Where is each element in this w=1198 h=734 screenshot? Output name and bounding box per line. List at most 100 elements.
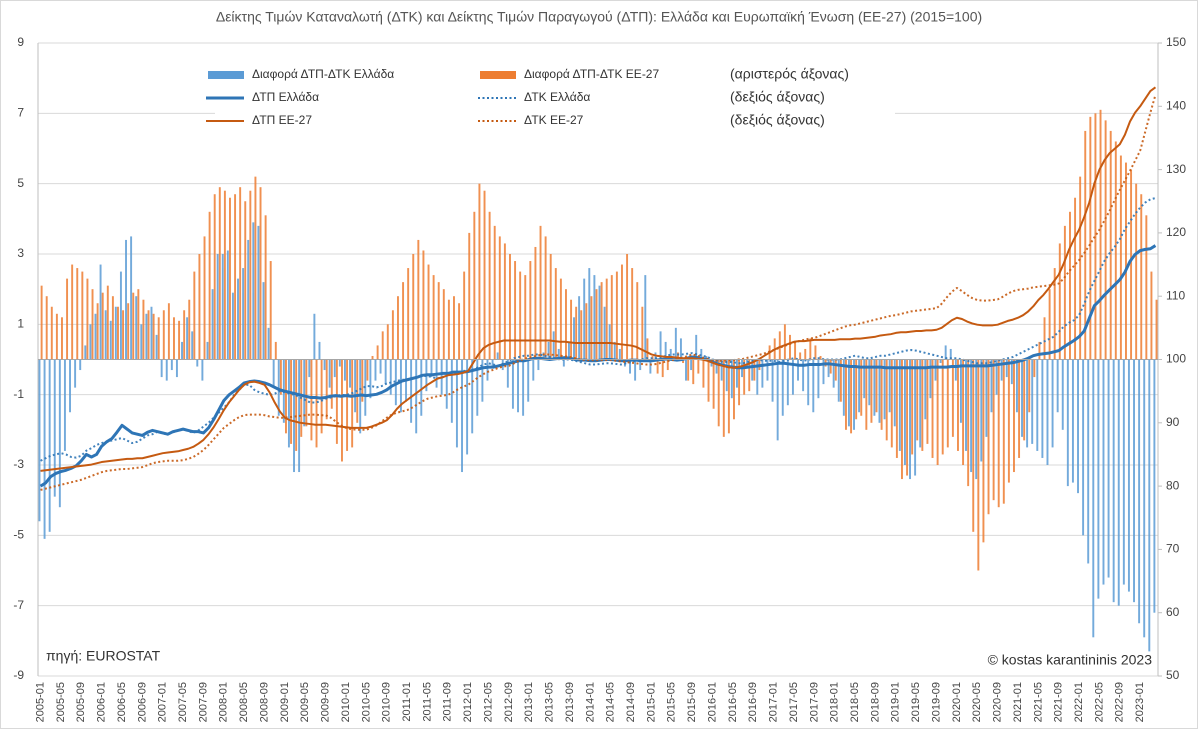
bar bbox=[878, 359, 881, 423]
bar bbox=[386, 324, 389, 360]
bar bbox=[873, 359, 876, 416]
bar bbox=[422, 250, 425, 360]
bar bbox=[970, 359, 973, 473]
bar bbox=[934, 359, 937, 381]
bar bbox=[1094, 113, 1097, 360]
x-tick-label: 2016-09 bbox=[747, 682, 759, 722]
bar bbox=[570, 299, 573, 360]
bar bbox=[895, 359, 898, 458]
bar bbox=[76, 268, 79, 360]
bar bbox=[496, 352, 499, 360]
bar bbox=[389, 359, 392, 395]
bar bbox=[432, 275, 435, 360]
bar bbox=[45, 296, 48, 360]
bar bbox=[213, 194, 216, 360]
bar bbox=[1028, 359, 1031, 413]
annotation: (δεξιός άξονας) bbox=[730, 112, 825, 128]
bar bbox=[458, 303, 461, 360]
bar bbox=[1099, 109, 1102, 360]
x-tick-label: 2006-01 bbox=[96, 682, 108, 722]
bar bbox=[272, 359, 275, 388]
bar bbox=[850, 359, 853, 434]
bar bbox=[559, 278, 562, 360]
bar bbox=[901, 359, 903, 480]
x-tick-label: 2012-09 bbox=[503, 682, 515, 722]
bar bbox=[244, 201, 247, 360]
bar bbox=[626, 254, 629, 360]
legend-label: ΔΤΠ Ελλάδα bbox=[252, 90, 319, 104]
bar bbox=[807, 359, 810, 406]
x-tick-label: 2011-05 bbox=[421, 682, 433, 722]
bar bbox=[48, 359, 51, 532]
bar bbox=[476, 359, 479, 416]
bar bbox=[371, 355, 374, 360]
bar bbox=[391, 310, 394, 360]
bar bbox=[949, 348, 952, 360]
x-tick-label: 2012-05 bbox=[482, 682, 494, 722]
x-tick-label: 2009-05 bbox=[299, 682, 311, 722]
x-tick-label: 2005-05 bbox=[55, 682, 67, 722]
bar bbox=[674, 327, 677, 360]
bar bbox=[817, 359, 820, 399]
bar bbox=[1143, 359, 1146, 638]
bar bbox=[1021, 359, 1023, 437]
x-tick-label: 2015-09 bbox=[686, 682, 698, 722]
bar bbox=[269, 261, 272, 360]
bar bbox=[211, 289, 214, 360]
bar bbox=[1056, 359, 1059, 413]
bar bbox=[717, 359, 720, 427]
bar bbox=[407, 268, 410, 360]
bar bbox=[791, 359, 794, 395]
bar bbox=[483, 190, 486, 360]
bar bbox=[374, 359, 377, 381]
bar bbox=[919, 359, 922, 448]
bar bbox=[420, 359, 423, 416]
bar bbox=[231, 292, 234, 360]
bar bbox=[303, 359, 306, 427]
bar bbox=[997, 359, 1000, 508]
bar bbox=[229, 197, 231, 360]
bar bbox=[761, 359, 764, 388]
bar bbox=[715, 359, 718, 374]
bar bbox=[906, 359, 909, 476]
bar bbox=[111, 296, 114, 360]
bar bbox=[690, 359, 693, 371]
y-tick-label: -7 bbox=[13, 598, 24, 612]
y2-tick-label: 70 bbox=[1166, 542, 1180, 556]
bar bbox=[137, 289, 140, 360]
x-tick-label: 2020-05 bbox=[971, 682, 983, 722]
annotation: (αριστερός άξονας) bbox=[730, 66, 849, 82]
x-tick-label: 2019-05 bbox=[910, 682, 922, 722]
bar bbox=[748, 359, 751, 392]
bar bbox=[1023, 359, 1026, 441]
bar bbox=[639, 359, 642, 371]
x-tick-label: 2021-09 bbox=[1053, 682, 1065, 722]
x-tick-label: 2010-09 bbox=[381, 682, 393, 722]
bar bbox=[705, 355, 708, 360]
y2-tick-label: 130 bbox=[1166, 162, 1186, 176]
line bbox=[40, 197, 1156, 462]
bar bbox=[565, 289, 567, 360]
bar bbox=[341, 359, 343, 462]
bar bbox=[847, 359, 850, 427]
bar bbox=[995, 359, 998, 395]
bar bbox=[394, 359, 397, 406]
bar bbox=[318, 341, 321, 360]
bar bbox=[415, 359, 418, 434]
bar bbox=[682, 359, 685, 364]
bar bbox=[361, 359, 364, 402]
bar bbox=[254, 176, 257, 360]
bar bbox=[468, 232, 471, 360]
bar bbox=[959, 359, 962, 423]
bar bbox=[590, 296, 593, 360]
bar bbox=[1066, 359, 1069, 487]
bar bbox=[608, 324, 611, 360]
bar bbox=[119, 271, 122, 360]
legend-label: Διαφορά ΔΤΠ-ΔΤΚ Ελλάδα bbox=[252, 67, 394, 81]
bar bbox=[1010, 359, 1013, 385]
bar bbox=[506, 359, 509, 388]
bar bbox=[605, 278, 608, 360]
legend-swatch bbox=[480, 71, 516, 79]
bar bbox=[985, 359, 988, 437]
